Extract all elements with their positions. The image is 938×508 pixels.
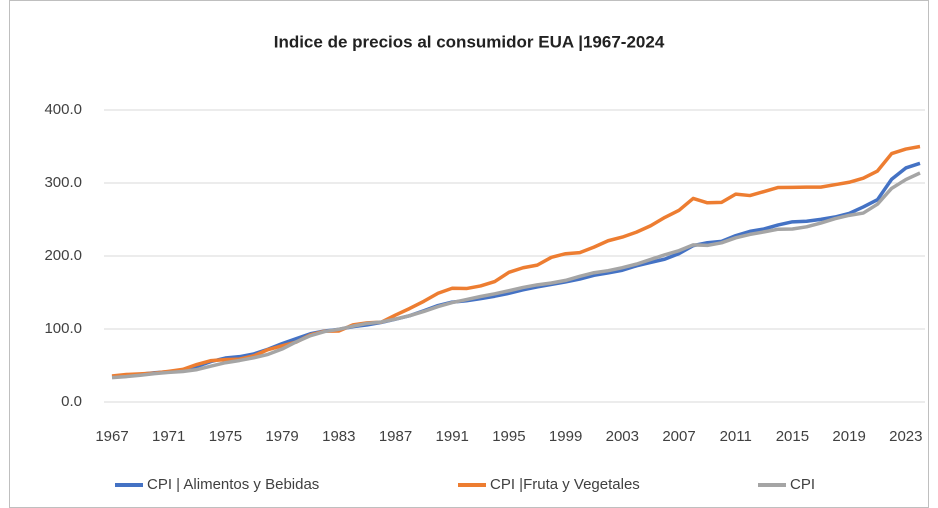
x-tick-label: 1987 bbox=[379, 428, 412, 445]
chart-border bbox=[9, 0, 929, 508]
legend-label: CPI |Fruta y Vegetales bbox=[490, 476, 640, 493]
x-tick-label: 1967 bbox=[95, 428, 128, 445]
x-tick-label: 1995 bbox=[492, 428, 525, 445]
x-tick-label: 1991 bbox=[436, 428, 469, 445]
y-tick-label: 0.0 bbox=[61, 393, 82, 410]
series-line bbox=[111, 171, 921, 380]
legend-label: CPI | Alimentos y Bebidas bbox=[147, 476, 319, 493]
x-tick-label: 1971 bbox=[152, 428, 185, 445]
series-line bbox=[111, 161, 921, 379]
y-tick-label: 400.0 bbox=[44, 101, 82, 118]
y-tick-label: 300.0 bbox=[44, 174, 82, 191]
y-tick-label: 200.0 bbox=[44, 247, 82, 264]
x-tick-label: 2019 bbox=[832, 428, 865, 445]
chart-title: Indice de precios al consumidor EUA |196… bbox=[274, 32, 665, 51]
x-tick-label: 2015 bbox=[776, 428, 809, 445]
x-tick-label: 1979 bbox=[265, 428, 298, 445]
x-tick-label: 2007 bbox=[662, 428, 695, 445]
x-tick-label: 2023 bbox=[889, 428, 922, 445]
x-tick-label: 2003 bbox=[606, 428, 639, 445]
x-tick-label: 1999 bbox=[549, 428, 582, 445]
y-tick-label: 100.0 bbox=[44, 320, 82, 337]
legend-label: CPI bbox=[790, 476, 815, 493]
x-tick-label: 1975 bbox=[209, 428, 242, 445]
x-tick-label: 1983 bbox=[322, 428, 355, 445]
x-tick-label: 2011 bbox=[720, 428, 752, 445]
